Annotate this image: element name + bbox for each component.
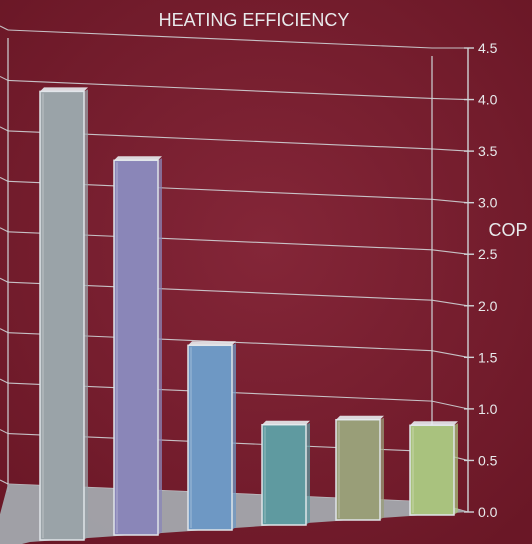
bar-front [409, 424, 455, 516]
gridline-left-stub [0, 25, 9, 31]
bar [187, 341, 236, 531]
y-tick-label: 0.0 [478, 504, 498, 520]
bar-front [187, 344, 233, 531]
bar-top [40, 87, 88, 92]
bar-side [306, 422, 310, 525]
bar-layer [39, 87, 458, 541]
bar-top [410, 421, 458, 426]
bar-side [232, 343, 236, 530]
gridline-left-stub [0, 176, 9, 182]
bar-side [84, 89, 88, 540]
gridline-left-stub [0, 378, 9, 384]
gridline [7, 79, 469, 101]
bar [409, 421, 458, 516]
gridline [7, 29, 468, 49]
bar [113, 156, 162, 536]
gridline-left-stub [0, 429, 9, 435]
bar-side [454, 423, 458, 515]
bar-front [261, 423, 307, 526]
bar-front [113, 159, 159, 536]
y-tick-label: 4.5 [478, 40, 498, 56]
bar [39, 87, 88, 541]
y-tick-label: 3.0 [478, 195, 498, 211]
bar-front [335, 418, 381, 521]
tick-layer: 0.0 0.5 1.0 1.5 2.0 2.5 3.0 3.5 4.0 4.5 [464, 40, 498, 520]
gridline-left-stub [0, 328, 9, 334]
bar-top [114, 156, 162, 161]
bar-top [188, 341, 236, 346]
y-axis-label: COP [488, 220, 527, 240]
y-tick-label: 4.0 [478, 92, 498, 108]
bar-top [336, 415, 384, 420]
gridline-left-stub [0, 227, 9, 233]
bar-front [39, 90, 85, 541]
gridline [7, 130, 469, 152]
y-tick-label: 2.5 [478, 246, 498, 262]
y-tick-label: 0.5 [478, 452, 498, 468]
gridline-left-stub [0, 277, 9, 283]
gridline-left-stub [0, 75, 9, 81]
y-tick-label: 2.0 [478, 298, 498, 314]
chart-title: HEATING EFFICIENCY [159, 10, 350, 30]
bar [335, 415, 384, 521]
y-tick-label: 3.5 [478, 143, 498, 159]
bar-side [380, 417, 384, 520]
bar-side [158, 158, 162, 535]
gridline-left-stub [0, 126, 9, 132]
bar [261, 420, 310, 526]
bar-top [262, 420, 310, 425]
gridline-left-stub [0, 479, 9, 485]
y-tick-label: 1.0 [478, 401, 498, 417]
y-tick-label: 1.5 [478, 349, 498, 365]
